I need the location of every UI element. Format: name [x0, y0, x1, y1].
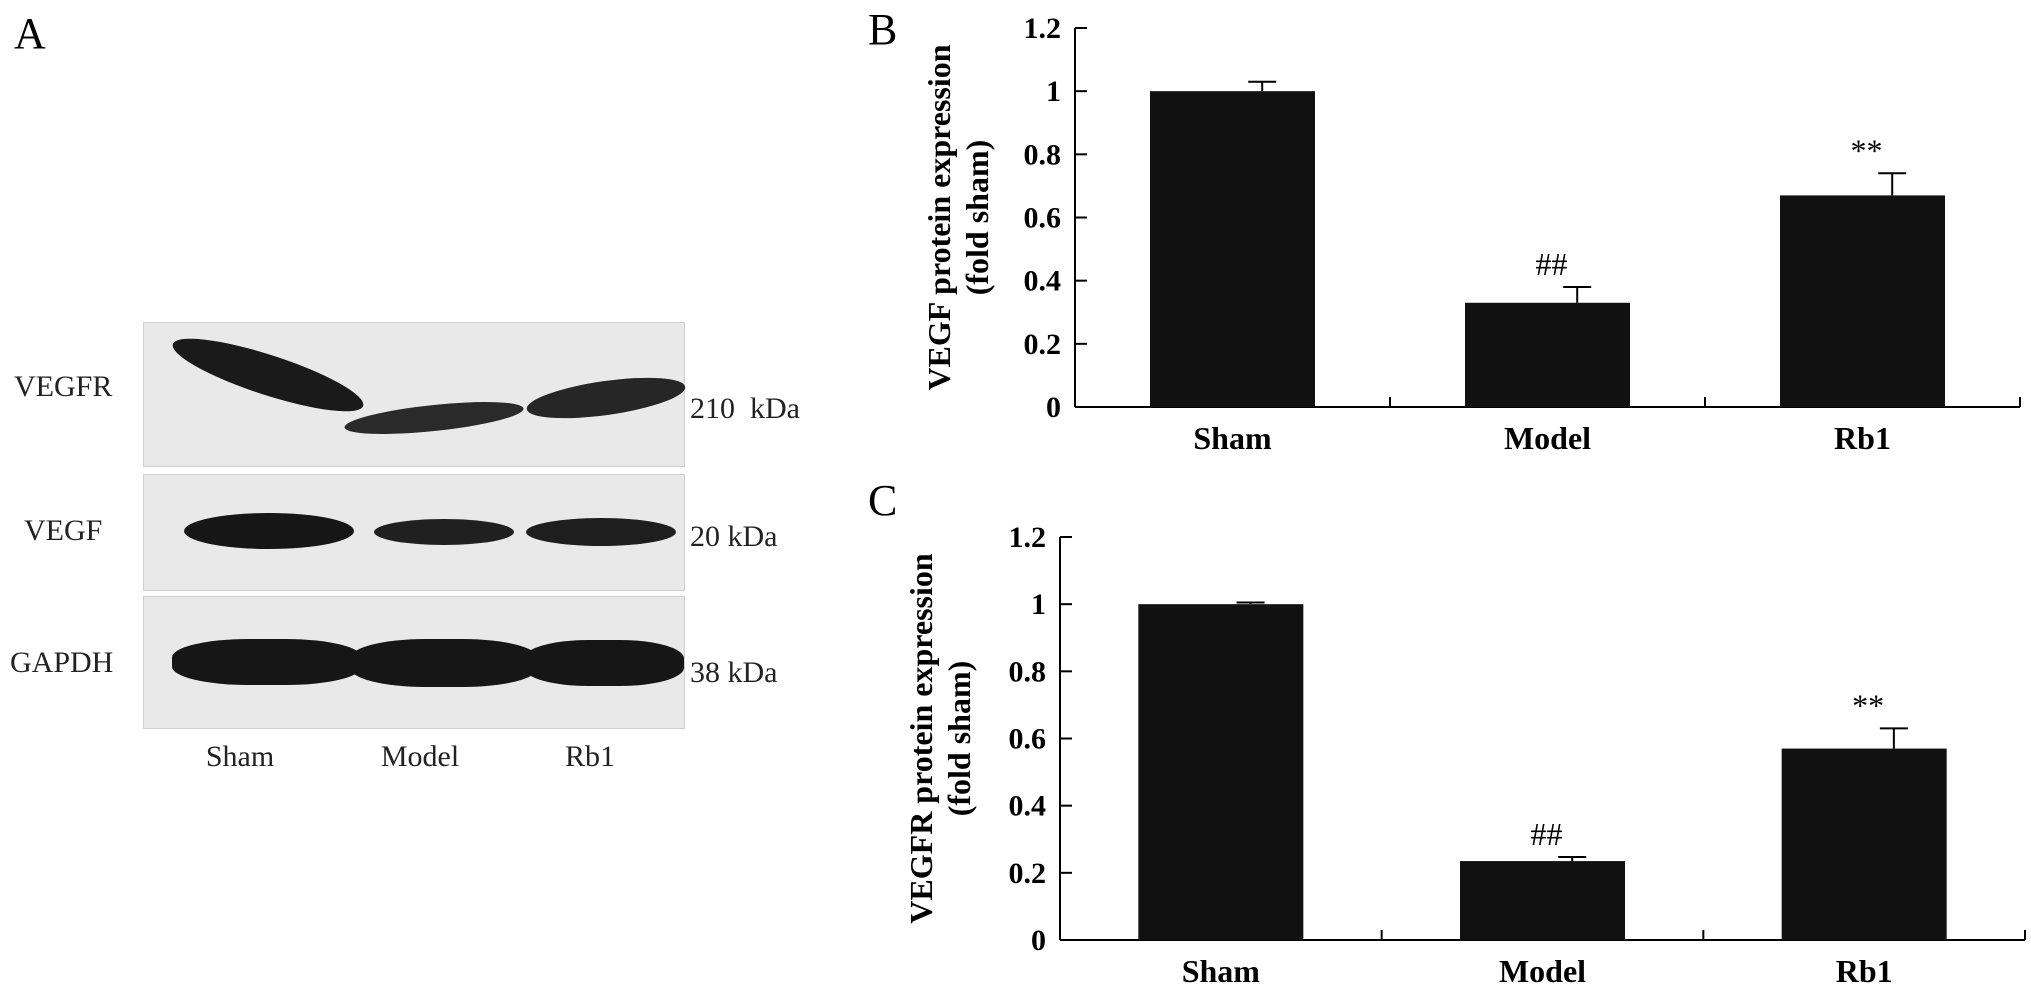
- band-vegf-sham: [184, 513, 354, 549]
- bar-model: [1460, 861, 1625, 940]
- blot-lane-label-model: Model: [380, 740, 460, 773]
- band-vegfr-sham: [166, 325, 370, 425]
- y-tick-label: 1: [1031, 588, 1046, 621]
- band-vegfr-rb1: [524, 370, 688, 426]
- band-gapdh-rb1: [524, 640, 684, 686]
- y-tick-label: 1.2: [1009, 521, 1047, 554]
- blot-kda-gapdh: 38 kDa: [690, 656, 778, 689]
- blot-lane-label-sham: Sham: [205, 740, 275, 773]
- blot-row-label-gapdh: GAPDH: [10, 646, 114, 679]
- category-label: Model: [1499, 953, 1586, 989]
- blot-strip-vegf: [143, 474, 685, 591]
- y-axis-label-line1: VEGFR protein expression: [903, 553, 939, 924]
- category-label: Sham: [1193, 420, 1272, 456]
- bar-sham: [1138, 604, 1304, 940]
- bar-rb1: [1780, 195, 1945, 407]
- y-tick-label: 1: [1046, 75, 1061, 108]
- vegfr-bar-chart: 0 0.2 0.4 0.6 0.8 1 1.2 Sham ## Model ** Rb1 VEGFR p…: [903, 521, 2026, 989]
- y-tick-label: 0.2: [1009, 857, 1047, 890]
- band-vegf-model: [374, 519, 514, 545]
- y-tick-label: 0.4: [1009, 790, 1047, 823]
- blot-strip-vegfr: [143, 322, 688, 467]
- band-gapdh-sham: [172, 639, 362, 685]
- blot-lane-label-rb1: Rb1: [564, 740, 615, 773]
- y-tick-label: 0.2: [1024, 328, 1062, 361]
- y-tick-label: 1.2: [1024, 12, 1062, 45]
- significance-label: **: [1852, 687, 1884, 723]
- band-gapdh-model: [350, 639, 538, 687]
- y-tick-label: 0.8: [1009, 655, 1047, 688]
- significance-label: **: [1851, 132, 1883, 168]
- blot-kda-vegfr: 210 kDa: [690, 392, 800, 425]
- y-tick-label: 0.6: [1009, 723, 1047, 756]
- y-tick-label: 0: [1031, 924, 1046, 957]
- bar-sham: [1150, 91, 1315, 408]
- category-label: Rb1: [1834, 420, 1891, 456]
- category-label: Model: [1504, 420, 1591, 456]
- y-tick-label: 0.6: [1024, 202, 1062, 235]
- category-label: Rb1: [1836, 953, 1893, 989]
- bar-model: [1465, 302, 1630, 407]
- blot-kda-vegf: 20 kDa: [690, 520, 778, 553]
- panel-letter-b: B: [868, 5, 898, 54]
- vegf-bar-chart: 0 0.2 0.4 0.6 0.8 1 1.2 Sham ## Model ** Rb1 VEGF pr…: [921, 12, 2021, 456]
- band-vegfr-model: [343, 395, 525, 441]
- y-axis-label-line2: (fold sham): [959, 140, 995, 296]
- y-tick-label: 0.8: [1024, 138, 1062, 171]
- significance-label: ##: [1531, 816, 1563, 852]
- panel-letter-c: C: [868, 476, 898, 525]
- category-label: Sham: [1182, 953, 1261, 989]
- y-axis-label-line2: (fold sham): [941, 661, 977, 817]
- y-axis-label-line1: VEGF protein expression: [921, 44, 957, 390]
- y-tick-label: 0: [1046, 391, 1061, 424]
- panel-letter-a: A: [14, 9, 46, 58]
- band-vegf-rb1: [526, 518, 676, 546]
- significance-label: ##: [1536, 246, 1568, 282]
- y-tick-label: 0.4: [1024, 265, 1062, 298]
- blot-row-label-vegf: VEGF: [24, 514, 103, 547]
- western-blot-panel: VEGFR VEGF GAPDH 210 kDa 20 kDa 38 kDa S…: [0, 0, 850, 990]
- bar-rb1: [1781, 748, 1947, 940]
- blot-strip-gapdh: [143, 596, 685, 729]
- blot-row-label-vegfr: VEGFR: [14, 370, 113, 403]
